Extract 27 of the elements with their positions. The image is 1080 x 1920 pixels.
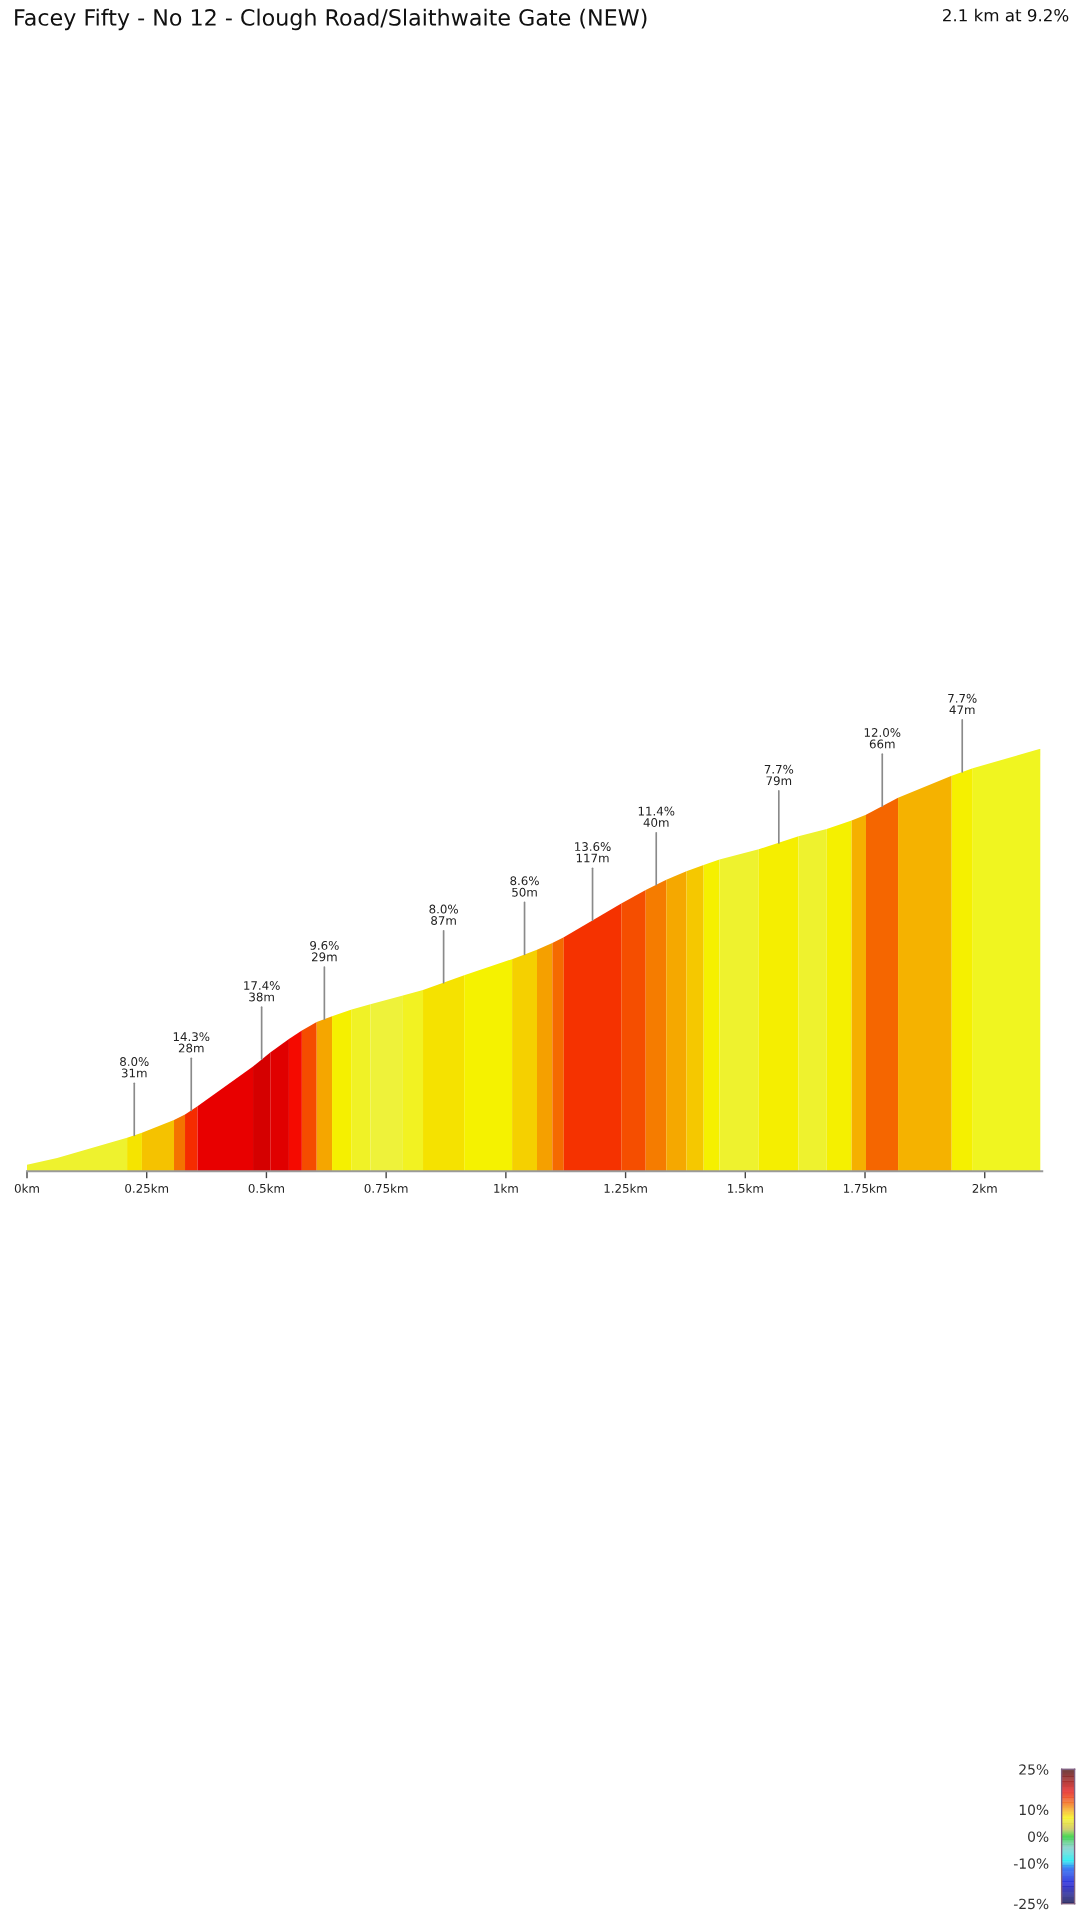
chart-title: Facey Fifty - No 12 - Clough Road/Slaithwaite Gate (NEW) [15, 8, 647, 31]
x-tick-label: 1.75km [844, 1183, 887, 1193]
annotation: 9.6% 29m [310, 940, 339, 962]
x-tick-label: 0.5km [248, 1183, 284, 1193]
annotation: 8.0% 31m [120, 1057, 149, 1078]
color-bar-label: 25% [1019, 1764, 1049, 1775]
x-tick-label: 0.75km [364, 1183, 408, 1193]
annotation: 13.6% 117m [575, 842, 611, 863]
annotation: 8.0% 87m [429, 904, 458, 925]
x-tick-label: 1.25km [604, 1183, 647, 1193]
x-tick-label: 0km [14, 1183, 39, 1193]
annotation: 11.4% 40m [638, 806, 675, 827]
color-bar-label: -10% [1013, 1858, 1049, 1869]
x-tick-label: 1.5km [728, 1183, 763, 1193]
annotation: 17.4% 38m [244, 981, 280, 1002]
x-tick-label: 2km [972, 1183, 997, 1193]
annotation: 12.0% 66m [864, 728, 901, 749]
chart-subtitle: 2.1 km at 9.2% [943, 8, 1069, 22]
color-bar-label: 0% [1028, 1831, 1049, 1842]
x-tick-label: 0.25km [125, 1183, 169, 1193]
annotation: 7.7% 47m [948, 693, 977, 715]
annotation: 8.6% 50m [510, 876, 539, 897]
color-bar-label: 10% [1019, 1804, 1049, 1816]
annotation: 7.7% 79m [764, 764, 794, 786]
color-bar-label: -25% [1013, 1898, 1049, 1910]
annotation: 14.3% 28m [173, 1032, 210, 1053]
x-tick-label: 1km [494, 1183, 518, 1193]
